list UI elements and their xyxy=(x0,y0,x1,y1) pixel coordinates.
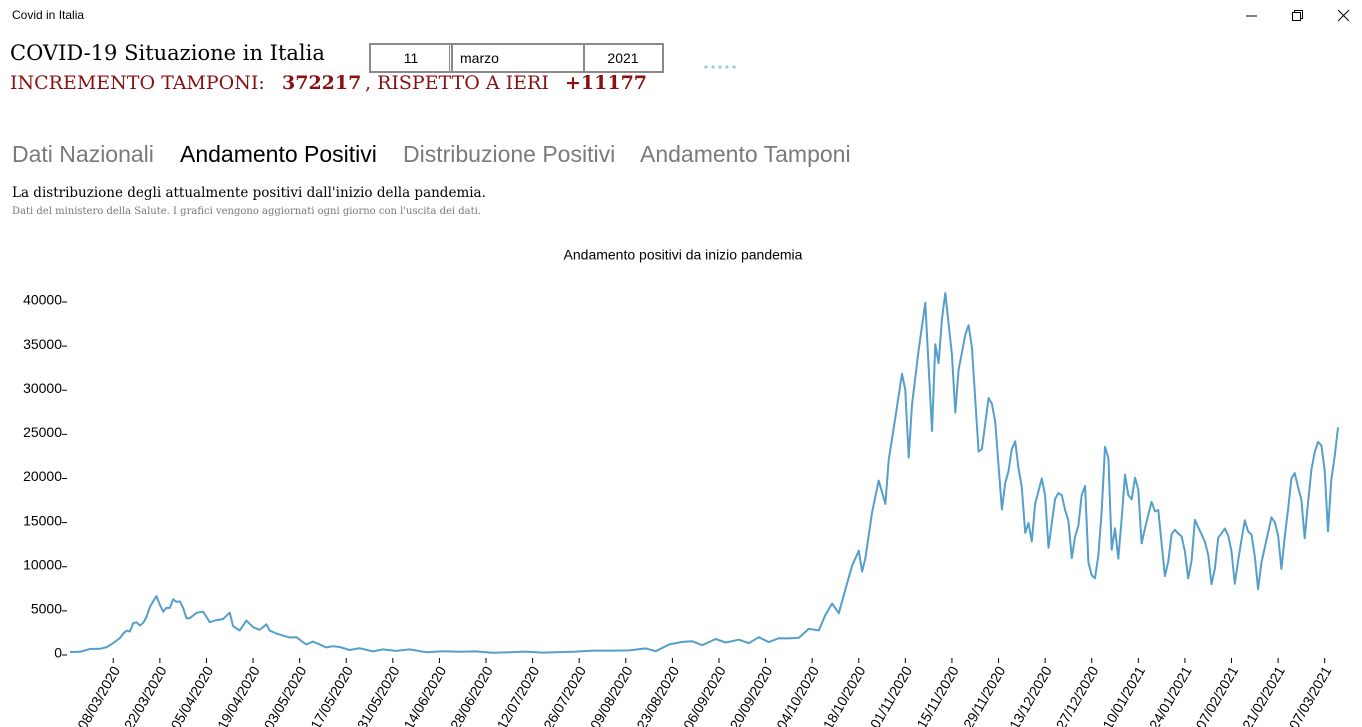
description-title: La distribuzione degli attualmente posit… xyxy=(12,185,486,201)
x-tick-label: 10/01/2021 xyxy=(1099,663,1148,727)
x-tick-label: 18/10/2020 xyxy=(820,663,869,727)
x-tick-label: 24/01/2021 xyxy=(1146,663,1195,727)
y-tick-label: 15000 xyxy=(23,512,62,528)
y-tick-label: 30000 xyxy=(23,380,62,396)
description-subtitle: Dati del ministero della Salute. I grafi… xyxy=(12,206,482,217)
x-tick-label: 19/04/2020 xyxy=(214,663,263,727)
x-tick-label: 08/03/2020 xyxy=(74,663,123,727)
x-tick-label: 26/07/2020 xyxy=(540,663,589,727)
window-controls xyxy=(1246,9,1350,22)
x-tick-label: 20/09/2020 xyxy=(726,663,775,727)
tab[interactable]: Distribuzione Positivi xyxy=(403,141,616,167)
y-tick-label: 35000 xyxy=(23,336,62,352)
tab-selected[interactable]: Andamento Positivi xyxy=(180,141,377,167)
app-title: COVID-19 Situazione in Italia xyxy=(10,41,325,65)
x-tick-label: 06/09/2020 xyxy=(680,663,729,727)
x-tick-label: 29/11/2020 xyxy=(960,663,1008,727)
x-tick-label: 13/12/2020 xyxy=(1006,663,1055,727)
x-tick-label: 07/03/2021 xyxy=(1286,663,1335,727)
increment-label: INCREMENTO TAMPONI: xyxy=(10,72,265,94)
compare-value: +11177 xyxy=(565,72,648,94)
x-tick-label: 28/06/2020 xyxy=(447,663,496,727)
y-tick-label: 5000 xyxy=(31,601,62,617)
x-tick-label: 07/02/2021 xyxy=(1192,663,1241,727)
x-tick-label: 12/07/2020 xyxy=(494,663,543,727)
tab[interactable]: Andamento Tamponi xyxy=(640,141,851,167)
x-tick-label: 15/11/2020 xyxy=(913,663,961,727)
x-tick-label: 14/06/2020 xyxy=(400,663,449,727)
progress-dots xyxy=(704,65,736,69)
x-tick-label: 05/04/2020 xyxy=(167,663,216,727)
x-tick-label: 01/11/2020 xyxy=(867,663,915,727)
x-tick-label: 03/05/2020 xyxy=(261,663,310,727)
data-line xyxy=(69,292,1339,654)
x-tick-label: 23/08/2020 xyxy=(633,663,682,727)
x-tick-label: 21/02/2021 xyxy=(1239,663,1288,727)
x-tick-label: 17/05/2020 xyxy=(307,663,356,727)
close-button[interactable] xyxy=(1337,9,1350,22)
tab[interactable]: Dati Nazionali xyxy=(12,141,154,167)
month-field[interactable]: marzo xyxy=(449,43,585,73)
y-tick-label: 10000 xyxy=(23,556,62,572)
window-title: Covid in Italia xyxy=(12,8,85,22)
day-field[interactable]: 11 xyxy=(369,43,453,73)
y-tick-label: 25000 xyxy=(23,424,62,440)
restore-button[interactable] xyxy=(1292,10,1303,21)
x-tick-label: 09/08/2020 xyxy=(587,663,636,727)
x-tick-label: 22/03/2020 xyxy=(121,663,170,727)
y-tick-label: 40000 xyxy=(23,292,62,308)
x-tick-label: 27/12/2020 xyxy=(1053,663,1102,727)
year-field[interactable]: 2021 xyxy=(583,43,664,73)
compare-label: , RISPETTO A IERI xyxy=(365,72,549,94)
chart-title: Andamento positivi da inizio pandemia xyxy=(564,247,803,263)
x-tick-label: 04/10/2020 xyxy=(773,663,822,727)
y-tick-label: 0 xyxy=(54,645,62,661)
y-tick-label: 20000 xyxy=(23,468,62,484)
x-tick-label: 31/05/2020 xyxy=(354,663,403,727)
increment-value: 372217 xyxy=(282,72,362,94)
